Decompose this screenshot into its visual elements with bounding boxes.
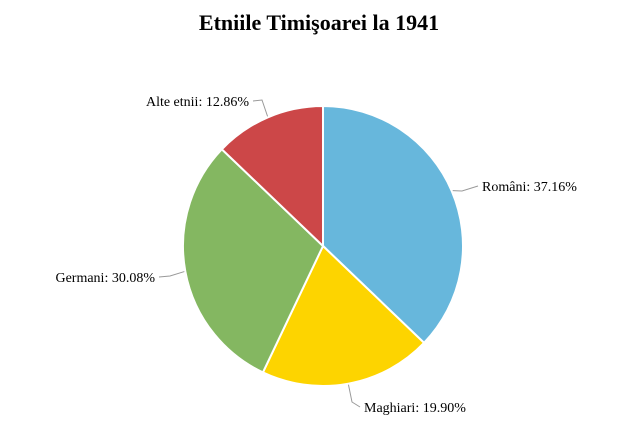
chart-title: Etniile Timişoarei la 1941 [198, 10, 440, 35]
pie-slice-germani[interactable] [182, 147, 325, 374]
slice-label: Alte etnii: 12.86% [146, 95, 249, 110]
pie-slice-alte-etnii[interactable] [220, 104, 324, 249]
slice-label: Maghiari: 19.90% [364, 401, 466, 416]
pie-slice-maghiari[interactable] [261, 244, 426, 387]
slice-label: Germani: 30.08% [55, 271, 155, 286]
leader-line [158, 271, 185, 278]
leaders-layer [158, 99, 479, 408]
slice-label: Români: 37.16% [482, 180, 577, 195]
slices-layer [182, 104, 464, 387]
leader-line [452, 185, 479, 192]
labels-layer: Români: 37.16% Maghiari: 19.90% Germani: 3… [55, 95, 577, 416]
leader-line [347, 384, 361, 408]
leader-line [252, 99, 269, 117]
pie-slice-români[interactable] [322, 104, 464, 345]
